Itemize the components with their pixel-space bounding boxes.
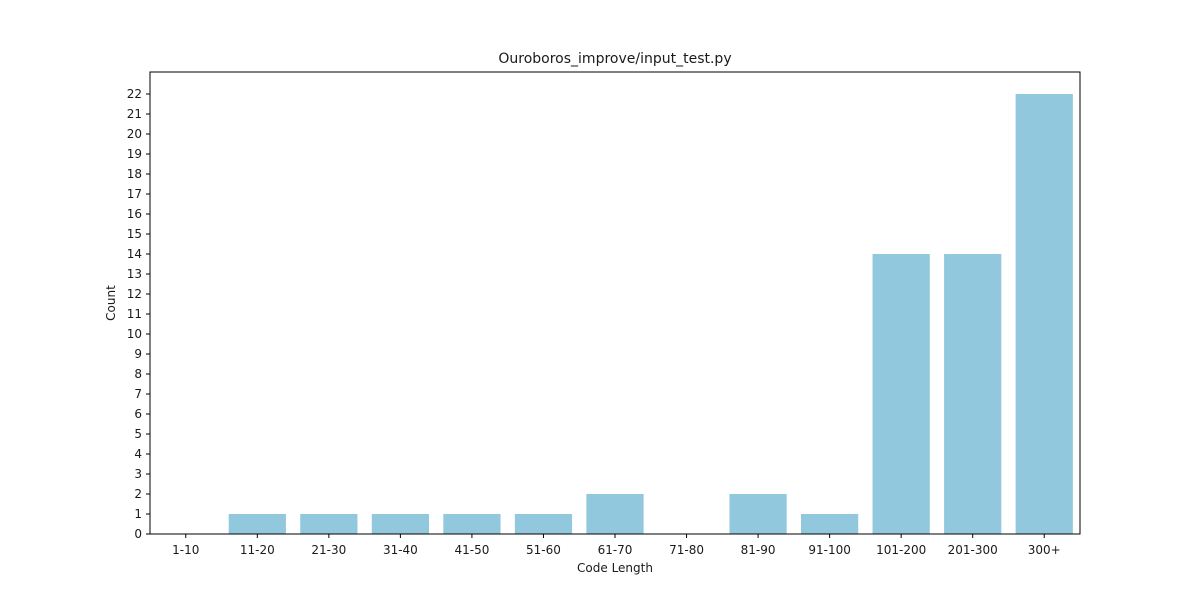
y-tick-label: 3 xyxy=(134,467,142,481)
y-tick-label: 2 xyxy=(134,487,142,501)
x-tick-label: 31-40 xyxy=(383,543,418,557)
y-tick-label: 12 xyxy=(127,287,142,301)
y-tick-label: 18 xyxy=(127,167,142,181)
bar-91-100 xyxy=(801,514,859,534)
y-tick-label: 11 xyxy=(127,307,142,321)
bars-group xyxy=(228,94,1073,534)
y-tick-label: 21 xyxy=(127,107,142,121)
y-tick-label: 4 xyxy=(134,447,142,461)
y-tick-label: 1 xyxy=(134,507,142,521)
bar-300+ xyxy=(1015,94,1073,534)
x-tick-label: 81-90 xyxy=(741,543,776,557)
y-tick-label: 7 xyxy=(134,387,142,401)
y-tick-label: 8 xyxy=(134,367,142,381)
y-tick-label: 16 xyxy=(127,207,142,221)
y-tick-label: 10 xyxy=(127,327,142,341)
y-tick-label: 17 xyxy=(127,187,142,201)
x-tick-label: 1-10 xyxy=(172,543,199,557)
y-tick-label: 15 xyxy=(127,227,142,241)
x-tick-label: 201-300 xyxy=(948,543,998,557)
bar-51-60 xyxy=(514,514,573,534)
bar-201-300 xyxy=(944,254,1002,534)
bar-21-30 xyxy=(300,514,358,534)
y-tick-label: 13 xyxy=(127,267,142,281)
y-axis-label: Count xyxy=(104,285,118,321)
bar-61-70 xyxy=(586,494,644,534)
y-tick-label: 5 xyxy=(134,427,142,441)
chart-title: Ouroboros_improve/input_test.py xyxy=(498,51,731,67)
x-tick-label: 51-60 xyxy=(526,543,561,557)
plot-area-frame xyxy=(149,71,1081,535)
y-tick-label: 0 xyxy=(134,527,142,541)
y-tick-label: 19 xyxy=(127,147,142,161)
y-tick-label: 9 xyxy=(134,347,142,361)
x-tick-label: 101-200 xyxy=(876,543,926,557)
x-tick-label: 41-50 xyxy=(454,543,489,557)
bar-101-200 xyxy=(872,254,930,534)
x-tick-label: 71-80 xyxy=(669,543,704,557)
x-tick-label: 11-20 xyxy=(240,543,275,557)
bar-11-20 xyxy=(228,514,286,534)
x-tick-label: 21-30 xyxy=(311,543,346,557)
x-axis-label: Code Length xyxy=(577,561,653,575)
x-tick-label: 91-100 xyxy=(808,543,851,557)
x-tick-label: 61-70 xyxy=(598,543,633,557)
y-tick-label: 22 xyxy=(127,87,142,101)
y-tick-label: 14 xyxy=(127,247,142,261)
y-tick-label: 6 xyxy=(134,407,142,421)
y-tick-label: 20 xyxy=(127,127,142,141)
bar-41-50 xyxy=(443,514,501,534)
bar-81-90 xyxy=(729,494,787,534)
x-axis: 1-10 11-20 21-30 31-40 41-50 51-60 61-70 71-80 8… xyxy=(172,534,1061,557)
x-tick-label: 300+ xyxy=(1028,543,1061,557)
bar-31-40 xyxy=(371,514,429,534)
